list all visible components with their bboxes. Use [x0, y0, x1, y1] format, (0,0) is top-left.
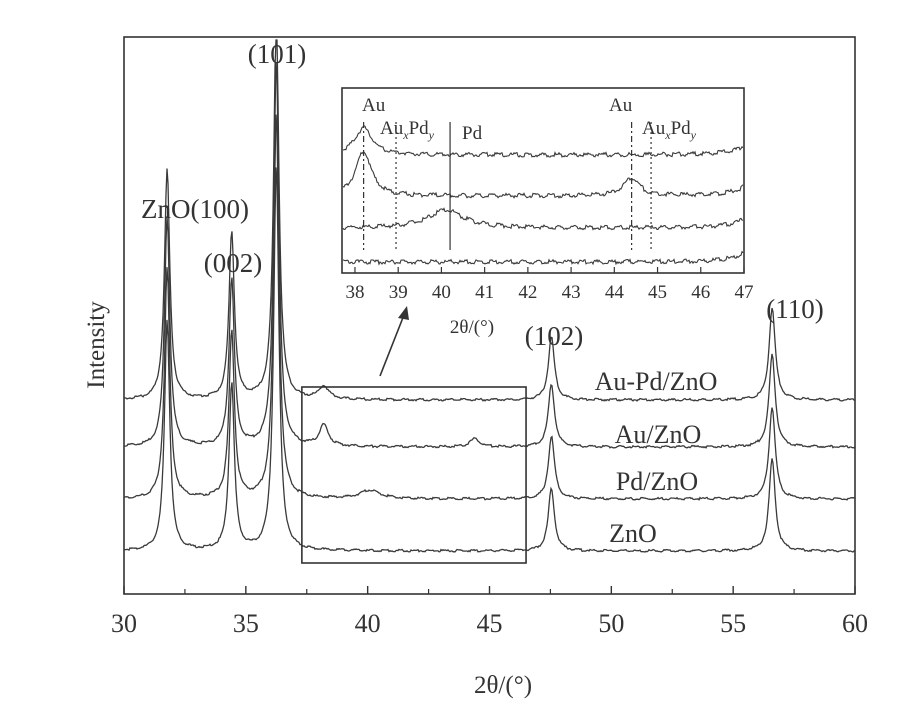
peak-label-100: ZnO(100)	[141, 194, 249, 224]
x-tick-label: 60	[842, 609, 868, 638]
x-tick-label: 30	[111, 609, 137, 638]
spectrum-zno	[124, 167, 856, 553]
inset-spectrum-au-zno	[342, 151, 744, 199]
inset-spectrum-au-pd-zno	[342, 125, 744, 158]
inset-tick-label: 47	[735, 282, 754, 303]
x-tick-label: 50	[598, 609, 624, 638]
x-axis-ticks: 30 35 40 45 50 55 60	[111, 586, 868, 638]
x-tick-label: 45	[477, 609, 503, 638]
inset-tick-label: 45	[648, 282, 667, 303]
x-tick-label: 35	[233, 609, 259, 638]
x-axis-title: 2θ/(°)	[474, 672, 532, 699]
inset-tick-label: 38	[345, 282, 364, 303]
x-tick-label: 55	[720, 609, 746, 638]
inset-tick-label: 44	[605, 282, 625, 303]
inset-spectrum-zno	[342, 250, 744, 266]
spectrum-au-zno	[124, 61, 856, 449]
spectra-group	[123, 39, 856, 553]
spectrum-au-pd-zno	[123, 39, 856, 402]
inset-tick-label: 46	[691, 282, 710, 303]
inset-frame	[341, 87, 745, 274]
peak-label-101: (101)	[248, 39, 306, 69]
inset-tick-label: 43	[562, 282, 581, 303]
peak-label-002: (002)	[204, 248, 262, 278]
inset-tick-label: 39	[389, 282, 408, 303]
zoom-arrow	[379, 314, 405, 377]
inset-x-axis-title: 2θ/(°)	[450, 317, 494, 338]
sample-label-zno: ZnO	[609, 519, 657, 548]
sample-label-au-zno: Au/ZnO	[615, 420, 702, 449]
inset-label-au-1: Au	[362, 95, 386, 116]
arrow-head-icon	[398, 306, 409, 320]
inset-label-au-2: Au	[609, 95, 633, 116]
inset-label-auxpdy-2: AuxPdy	[642, 118, 697, 142]
inset-reference-lines	[363, 122, 652, 250]
sample-label-pd-zno: Pd/ZnO	[616, 467, 698, 496]
inset-label-pd: Pd	[462, 123, 483, 144]
x-tick-label: 40	[355, 609, 381, 638]
inset-tick-label: 40	[432, 282, 451, 303]
inset-spectrum-pd-zno	[342, 207, 744, 231]
spectrum-pd-zno	[123, 114, 856, 501]
peak-label-102: (102)	[525, 321, 583, 351]
inset-spectra	[342, 125, 744, 266]
inset-panel: 38 39 40 41 42 43 44 45 46 47 2θ/(°) Au AuxPdy Pd…	[341, 87, 754, 338]
y-axis-title: Intensity	[83, 301, 110, 389]
inset-tick-label: 41	[475, 282, 494, 303]
sample-label-au-pd-zno: Au-Pd/ZnO	[595, 367, 718, 396]
peak-label-110: (110)	[766, 294, 823, 324]
inset-tick-label: 42	[518, 282, 537, 303]
zoom-region-box	[301, 386, 527, 564]
inset-label-auxpdy-1: AuxPdy	[380, 118, 435, 142]
inset-x-ticks: 38 39 40 41 42 43 44 45 46 47	[345, 267, 754, 303]
